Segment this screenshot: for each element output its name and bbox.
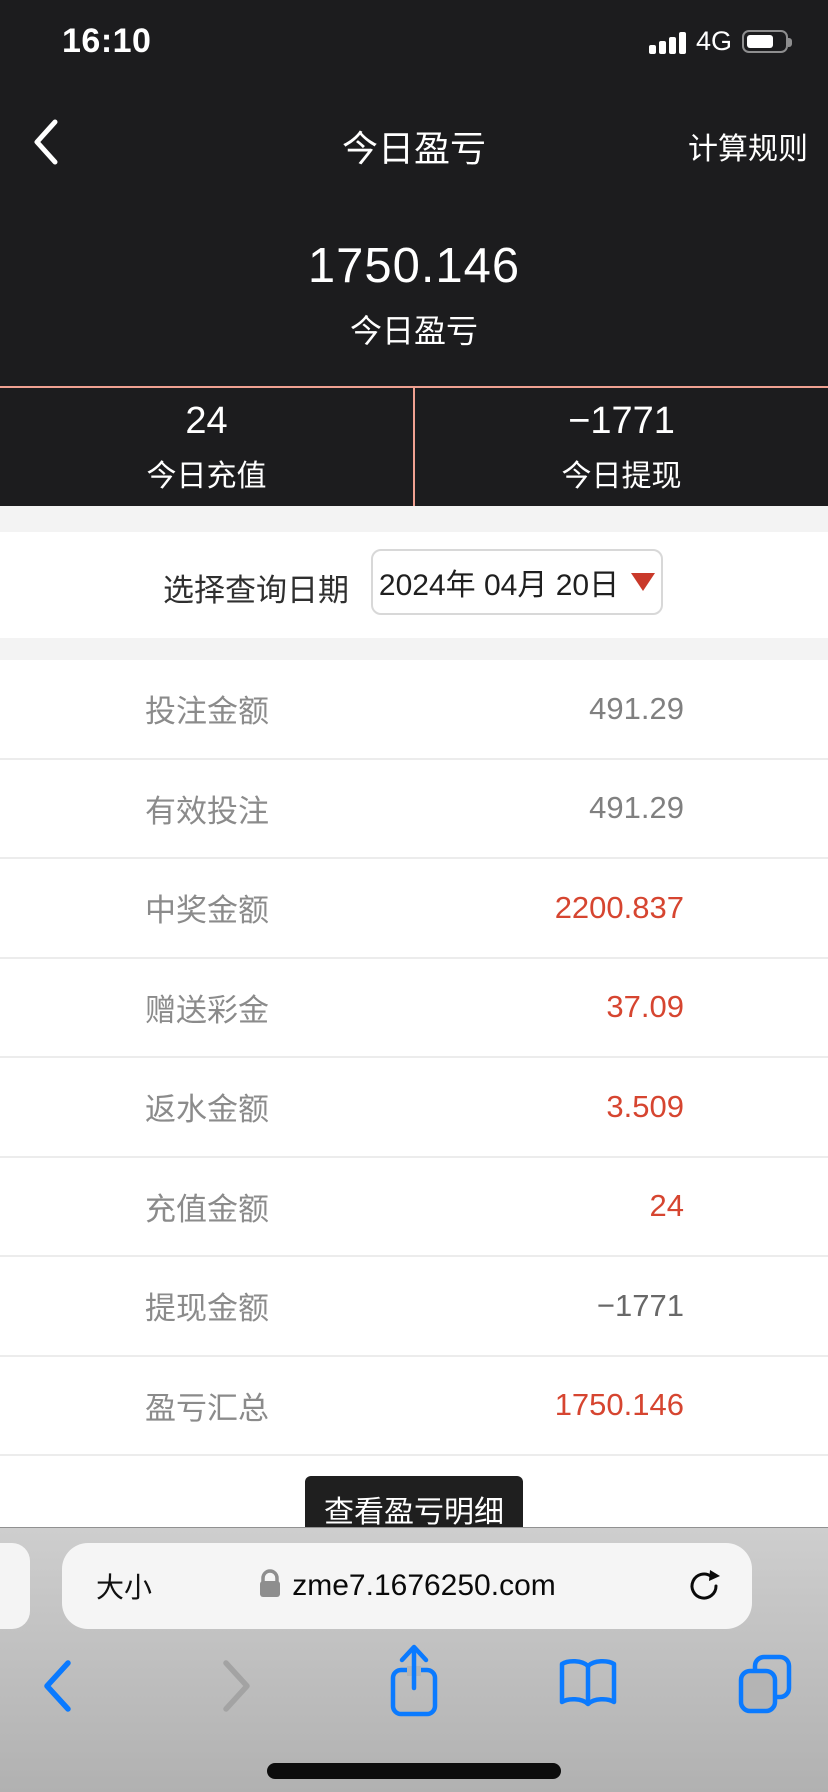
book-icon	[554, 1650, 622, 1723]
row-label: 有效投注	[145, 793, 269, 829]
safari-bottom-bar: 大小 zme7.1676250.com	[0, 1527, 828, 1792]
share-button[interactable]	[379, 1644, 449, 1724]
url-bar[interactable]: 大小 zme7.1676250.com	[62, 1543, 752, 1629]
nav-back-button[interactable]	[22, 1648, 92, 1728]
nav-forward-button[interactable]	[202, 1648, 272, 1728]
row-label: 赠送彩金	[145, 992, 269, 1028]
selected-date: 2024年 04月 20日	[378, 569, 620, 602]
stats-row: 24 今日充值 −1771 今日提现	[0, 386, 828, 506]
lock-icon	[258, 1568, 282, 1605]
tabs-button[interactable]	[730, 1646, 800, 1726]
signal-strength-icon	[648, 30, 686, 54]
caret-down-icon	[631, 573, 656, 591]
row-label: 中奖金额	[145, 893, 269, 929]
row-value: 1750.146	[554, 1387, 684, 1423]
safari-toolbar	[0, 1644, 828, 1744]
table-row: 中奖金额 2200.837	[0, 859, 828, 959]
table-row: 返水金额 3.509	[0, 1058, 828, 1158]
row-value: 491.29	[589, 690, 684, 726]
row-label: 投注金额	[145, 694, 269, 730]
today-withdraw-value: −1771	[568, 399, 675, 442]
table-row: 盈亏汇总 1750.146	[0, 1356, 828, 1456]
row-value: 37.09	[606, 989, 684, 1025]
view-detail-button[interactable]: 查看盈亏明细	[305, 1476, 523, 1536]
today-deposit-cell: 24 今日充值	[0, 388, 413, 506]
row-value: 491.29	[589, 790, 684, 826]
row-value: 2200.837	[554, 889, 684, 925]
chevron-right-icon	[220, 1657, 254, 1720]
bookmarks-button[interactable]	[553, 1646, 623, 1726]
table-row: 投注金额 491.29	[0, 660, 828, 760]
status-bar: 16:10 4G	[0, 16, 828, 72]
row-label: 盈亏汇总	[145, 1390, 269, 1426]
row-label: 充值金额	[145, 1191, 269, 1227]
today-deposit-label: 今日充值	[146, 459, 267, 493]
today-profit-label: 今日盈亏	[349, 313, 478, 349]
table-row: 充值金额 24	[0, 1157, 828, 1257]
status-time: 16:10	[62, 22, 152, 60]
share-icon	[381, 1640, 447, 1729]
calc-rules-link[interactable]: 计算规则	[688, 133, 808, 166]
hero-section: 16:10 4G 今日盈亏 计算规则 1750.146 今日盈亏	[0, 0, 828, 386]
today-profit-amount: 1750.146	[307, 239, 521, 293]
text-size-button[interactable]: 大小	[96, 1572, 153, 1603]
date-query-label: 选择查询日期	[163, 573, 349, 608]
home-indicator[interactable]	[267, 1763, 561, 1779]
url-text: zme7.1676250.com	[292, 1569, 556, 1602]
page-title: 今日盈亏	[341, 128, 486, 169]
date-selector[interactable]: 2024年 04月 20日	[371, 549, 663, 615]
date-query-section: 选择查询日期 2024年 04月 20日	[0, 532, 828, 638]
status-indicators: 4G	[648, 26, 792, 57]
back-button[interactable]	[22, 118, 70, 170]
network-type-label: 4G	[695, 26, 732, 56]
today-withdraw-label: 今日提现	[561, 459, 682, 493]
reload-button[interactable]	[684, 1566, 724, 1606]
battery-icon	[742, 30, 792, 53]
row-label: 返水金额	[145, 1092, 269, 1128]
tabs-icon	[733, 1651, 797, 1722]
adjacent-tab-edge[interactable]	[0, 1543, 30, 1629]
chevron-left-icon	[40, 1657, 74, 1720]
section-divider	[0, 638, 828, 660]
chevron-left-icon	[31, 116, 61, 173]
today-deposit-value: 24	[185, 399, 228, 442]
row-value: 3.509	[606, 1088, 684, 1124]
table-row: 有效投注 491.29	[0, 759, 828, 859]
row-value: 24	[649, 1188, 684, 1224]
section-divider	[0, 506, 828, 532]
table-row: 赠送彩金 37.09	[0, 958, 828, 1058]
row-value: −1771	[596, 1287, 684, 1323]
table-row: 提现金额 −1771	[0, 1257, 828, 1357]
profit-detail-table: 投注金额 491.29 有效投注 491.29 中奖金额 2200.837 赠送彩金 37.0…	[0, 660, 828, 1456]
today-withdraw-cell: −1771 今日提现	[413, 388, 828, 506]
row-label: 提现金额	[145, 1291, 269, 1327]
app-header: 今日盈亏 计算规则	[0, 108, 828, 178]
